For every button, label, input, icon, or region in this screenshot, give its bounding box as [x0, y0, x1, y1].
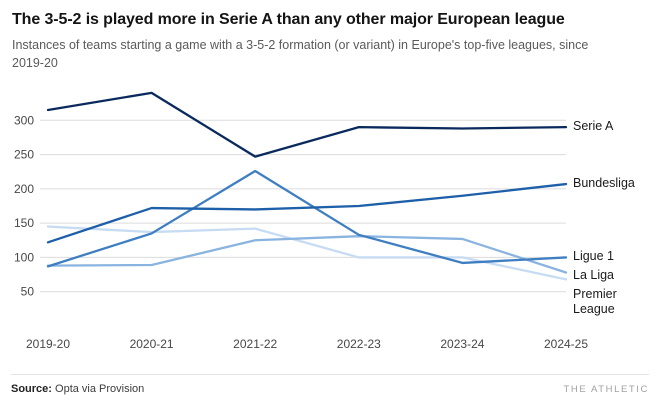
series-line-premier-league	[46, 225, 568, 281]
x-tick-label: 2019-20	[26, 337, 70, 351]
series-line-serie-a	[46, 91, 568, 158]
y-tick-label: 100	[14, 250, 34, 264]
y-tick-label: 300	[14, 113, 34, 127]
y-tick-label: 250	[14, 148, 34, 162]
x-tick-label: 2021-22	[233, 337, 277, 351]
footer: Source: Opta via Provision THE ATHLETIC	[11, 374, 649, 395]
chart-subtitle: Instances of teams starting a game with …	[12, 38, 589, 70]
line-chart-svg: 50 100 150 200 250 300 2019-20 2020-21 2021-22 20…	[14, 91, 588, 351]
chart-title: The 3-5-2 is played more in Serie A than…	[12, 11, 565, 28]
series-line-bundesliga	[46, 182, 568, 244]
line-chart: 50 100 150 200 250 300 2019-20 2020-21 2021-22 20…	[0, 74, 660, 360]
source-note: Source: Opta via Provision	[11, 383, 144, 395]
header: The 3-5-2 is played more in Serie A than…	[0, 0, 660, 72]
x-tick-label: 2022-23	[337, 337, 381, 351]
x-tick-label: 2020-21	[130, 337, 174, 351]
series-line-la-liga	[46, 235, 568, 274]
x-tick-label: 2024-25	[544, 337, 588, 351]
source-label: Source:	[11, 383, 52, 395]
y-tick-label: 200	[14, 182, 34, 196]
y-tick-label: 150	[14, 216, 34, 230]
source-text: Opta via Provision	[51, 383, 145, 395]
series-line-ligue-1	[46, 169, 568, 268]
y-tick-label: 50	[21, 285, 35, 299]
brand-logo: THE ATHLETIC	[563, 384, 649, 395]
x-tick-label: 2023-24	[440, 337, 484, 351]
